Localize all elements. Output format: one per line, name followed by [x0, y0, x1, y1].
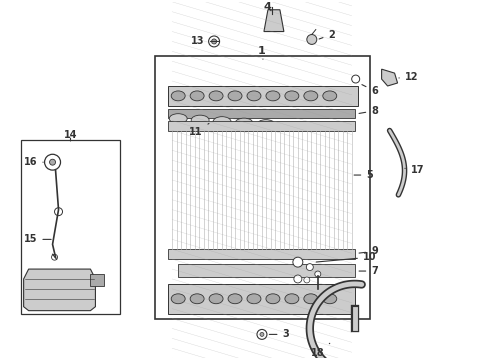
Text: 11: 11: [190, 123, 209, 138]
Text: 7: 7: [359, 266, 378, 276]
Ellipse shape: [247, 294, 261, 304]
Circle shape: [304, 277, 310, 283]
Ellipse shape: [304, 294, 318, 304]
Ellipse shape: [228, 294, 242, 304]
Circle shape: [315, 271, 321, 277]
Ellipse shape: [191, 115, 209, 125]
Circle shape: [307, 35, 317, 44]
Polygon shape: [168, 109, 355, 118]
Text: 16: 16: [24, 157, 43, 167]
Ellipse shape: [209, 294, 223, 304]
Ellipse shape: [285, 91, 299, 101]
Ellipse shape: [169, 114, 187, 123]
Circle shape: [352, 75, 360, 83]
Ellipse shape: [213, 117, 231, 127]
Circle shape: [293, 257, 303, 267]
Polygon shape: [264, 10, 284, 32]
Text: 10: 10: [316, 252, 376, 262]
Ellipse shape: [228, 91, 242, 101]
Text: 5: 5: [354, 170, 373, 180]
Ellipse shape: [323, 294, 337, 304]
Text: 2: 2: [319, 30, 335, 40]
Text: 6: 6: [362, 85, 378, 96]
Polygon shape: [168, 86, 358, 106]
Ellipse shape: [247, 91, 261, 101]
Circle shape: [306, 264, 313, 271]
Bar: [91, 274, 104, 286]
Circle shape: [45, 154, 61, 170]
Polygon shape: [168, 249, 355, 259]
Text: 15: 15: [24, 234, 51, 244]
Circle shape: [209, 36, 220, 47]
Circle shape: [257, 329, 267, 339]
Ellipse shape: [171, 294, 185, 304]
Text: 13: 13: [192, 36, 219, 46]
Bar: [21, 140, 121, 314]
Ellipse shape: [266, 91, 280, 101]
Text: 17: 17: [405, 165, 424, 175]
Text: 8: 8: [359, 106, 378, 116]
Ellipse shape: [209, 91, 223, 101]
Polygon shape: [382, 69, 397, 86]
Ellipse shape: [304, 91, 318, 101]
Ellipse shape: [235, 118, 253, 128]
Polygon shape: [168, 121, 355, 131]
Circle shape: [212, 39, 217, 44]
Text: 14: 14: [64, 130, 77, 141]
Bar: [155, 56, 369, 319]
Circle shape: [54, 208, 63, 216]
Text: 12: 12: [399, 72, 418, 82]
Text: 9: 9: [359, 246, 378, 256]
Ellipse shape: [190, 294, 204, 304]
Ellipse shape: [171, 91, 185, 101]
Circle shape: [49, 159, 55, 165]
Ellipse shape: [257, 120, 275, 130]
Circle shape: [294, 275, 302, 283]
Ellipse shape: [323, 91, 337, 101]
Text: 4: 4: [264, 2, 272, 12]
Text: 18: 18: [311, 343, 330, 358]
Polygon shape: [24, 269, 96, 311]
Ellipse shape: [190, 91, 204, 101]
Polygon shape: [178, 264, 355, 277]
Polygon shape: [168, 284, 355, 314]
Text: 1: 1: [258, 46, 266, 59]
Ellipse shape: [266, 294, 280, 304]
Ellipse shape: [285, 294, 299, 304]
Circle shape: [260, 332, 264, 336]
Circle shape: [51, 254, 57, 260]
Text: 3: 3: [270, 329, 289, 339]
